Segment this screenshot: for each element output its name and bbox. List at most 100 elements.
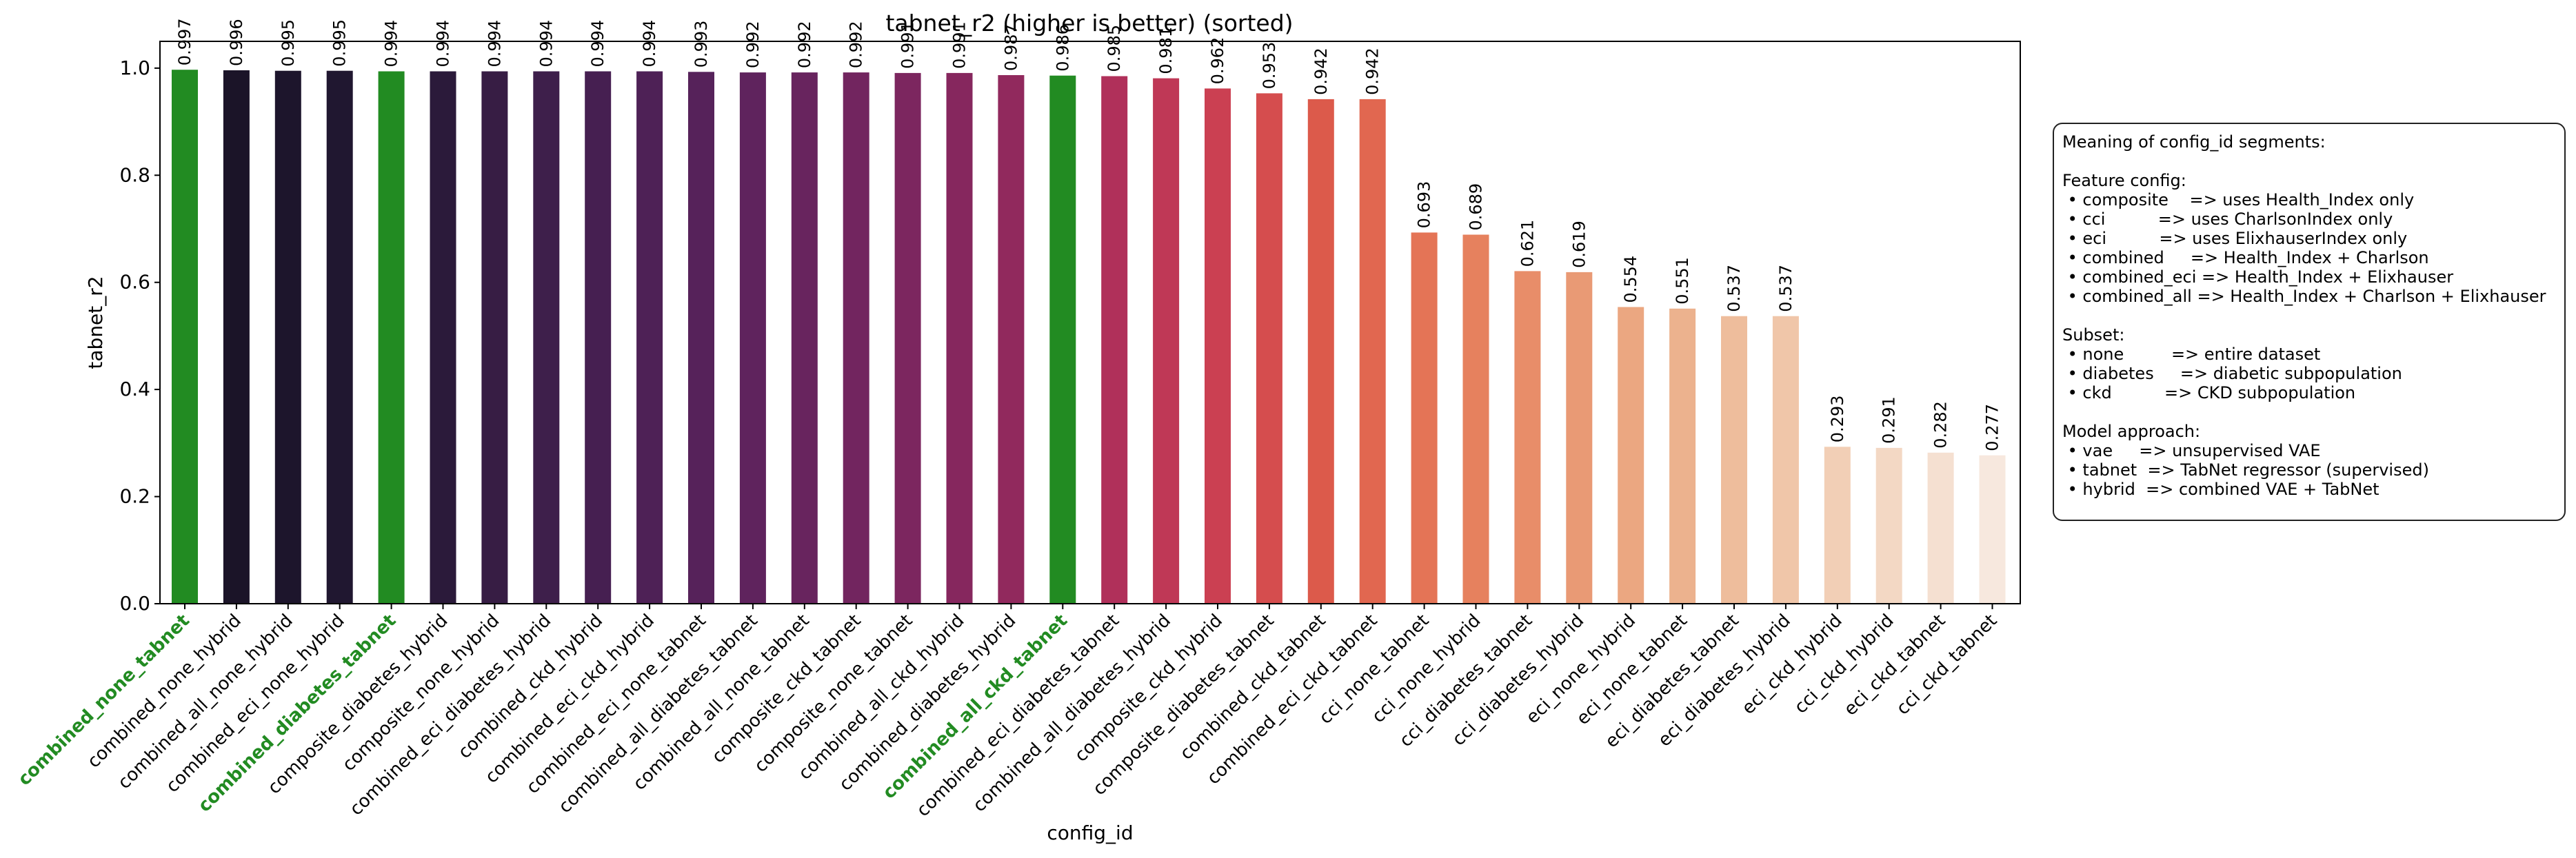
chart-title: tabnet_r2 (higher is better) (sorted)	[885, 10, 1293, 37]
bar-combined_all_ckd_hybrid	[946, 72, 973, 604]
legend-line: • hybrid => combined VAE + TabNet	[2062, 480, 2379, 499]
y-axis-label: tabnet_r2	[84, 276, 107, 369]
value-label: 0.992	[795, 21, 814, 68]
bar-cci_diabetes_tabnet	[1514, 271, 1541, 604]
bar-cci_none_tabnet	[1411, 232, 1438, 604]
bar-combined_diabetes_tabnet	[378, 71, 405, 604]
bar-combined_all_diabetes_hybrid	[1153, 78, 1180, 604]
legend-line: • tabnet => TabNet regressor (supervised…	[2062, 460, 2429, 480]
value-label: 0.282	[1931, 401, 1951, 449]
legend-line: • eci => uses ElixhauserIndex only	[2062, 229, 2408, 248]
bar-combined_eci_none_tabnet	[688, 72, 714, 604]
bar-eci_ckd_tabnet	[1927, 452, 1954, 604]
value-label: 0.991	[898, 21, 918, 69]
y-axis: 0.0 0.2 0.4 0.6 0.8 1.0	[119, 57, 160, 615]
value-label: 0.962	[1208, 37, 1227, 85]
legend-line: Subset:	[2062, 325, 2125, 345]
bar-combined_all_ckd_tabnet	[1049, 75, 1076, 604]
value-label: 0.985	[1105, 25, 1124, 72]
value-label: 0.293	[1828, 396, 1847, 443]
bar-combined_eci_ckd_hybrid	[636, 71, 663, 604]
legend-line: • combined => Health_Index + Charlson	[2062, 248, 2429, 267]
value-label: 0.992	[743, 21, 763, 68]
legend-line	[2062, 402, 2556, 422]
bar-combined_eci_diabetes_tabnet	[1101, 76, 1128, 604]
bar-cci_diabetes_hybrid	[1566, 272, 1593, 604]
value-label: 0.994	[536, 20, 556, 68]
value-label: 0.619	[1569, 221, 1589, 268]
legend-line: Model approach:	[2062, 422, 2201, 441]
value-label: 0.995	[279, 19, 298, 67]
bar-eci_diabetes_tabnet	[1721, 316, 1747, 604]
legend-line: • diabetes => diabetic subpopulation	[2062, 364, 2402, 383]
bar-combined_ckd_hybrid	[585, 71, 612, 604]
bar-combined_none_hybrid	[223, 70, 250, 604]
bar-combined_none_tabnet	[172, 70, 198, 604]
bar-composite_ckd_tabnet	[843, 72, 869, 604]
bar-eci_ckd_hybrid	[1824, 447, 1851, 604]
y-tick-label: 0.8	[119, 163, 150, 186]
legend-line: • none => entire dataset	[2062, 345, 2321, 364]
legend-line: • combined_eci => Health_Index + Elixhau…	[2062, 267, 2454, 287]
bar-combined_all_none_hybrid	[274, 70, 301, 604]
legend-text: Meaning of config_id segments: Feature co…	[2062, 132, 2556, 499]
legend-line: • vae => unsupervised VAE	[2062, 441, 2321, 460]
value-label: 0.991	[950, 21, 969, 69]
bar-cci_ckd_tabnet	[1979, 455, 2006, 604]
bar-combined_all_none_tabnet	[791, 72, 818, 604]
value-label: 0.277	[1983, 404, 2002, 451]
bar-cci_none_hybrid	[1462, 234, 1489, 604]
legend-line: Feature config:	[2062, 171, 2186, 190]
y-tick-label: 0.0	[119, 592, 150, 615]
value-label: 0.993	[692, 21, 711, 68]
value-label: 0.981	[1156, 27, 1176, 74]
config-legend-box: Meaning of config_id segments: Feature co…	[2053, 123, 2566, 521]
bar-composite_diabetes_hybrid	[430, 71, 456, 604]
legend-line	[2062, 306, 2556, 325]
value-label: 0.291	[1880, 396, 1899, 444]
value-label: 0.953	[1260, 42, 1279, 90]
value-label: 0.992	[847, 21, 866, 68]
value-label: 0.996	[227, 19, 246, 66]
value-label: 0.994	[434, 20, 453, 68]
bar-composite_diabetes_tabnet	[1256, 93, 1282, 604]
bar-eci_diabetes_hybrid	[1772, 316, 1799, 604]
legend-line	[2062, 152, 2556, 171]
y-tick-label: 0.2	[119, 485, 150, 508]
value-label: 0.994	[640, 20, 659, 68]
value-label: 0.994	[382, 20, 401, 68]
x-axis-label: config_id	[1047, 821, 1133, 844]
bar-combined_eci_none_hybrid	[326, 70, 353, 604]
value-label: 0.994	[588, 20, 607, 68]
bar-cci_ckd_hybrid	[1875, 447, 1902, 604]
bar-combined_eci_diabetes_hybrid	[533, 71, 560, 604]
bar-combined_ckd_tabnet	[1307, 99, 1334, 604]
value-label: 0.537	[1724, 265, 1744, 312]
value-label: 0.621	[1518, 220, 1537, 267]
value-label: 0.995	[330, 19, 350, 67]
bar-eci_none_hybrid	[1618, 307, 1644, 604]
value-labels-layer: 0.997 0.996 0.995 0.995 0.994 0.994 0.994 0.994…	[175, 18, 2002, 451]
bar-combined_eci_ckd_tabnet	[1359, 99, 1386, 604]
y-tick-label: 1.0	[119, 57, 150, 79]
x-tick-label: combined_all_ckd_tabnet	[879, 611, 1072, 804]
bar-eci_none_tabnet	[1669, 308, 1696, 604]
legend-line: • combined_all => Health_Index + Charlso…	[2062, 287, 2546, 306]
value-label: 0.551	[1673, 257, 1692, 305]
legend-line: • composite => uses Health_Index only	[2062, 190, 2415, 210]
legend-line: • cci => uses CharlsonIndex only	[2062, 210, 2393, 229]
y-tick-label: 0.4	[119, 378, 150, 400]
x-tick-labels: combined_none_tabnetcombined_none_hybrid…	[14, 604, 2001, 821]
value-label: 0.537	[1776, 265, 1795, 312]
value-label: 0.986	[1053, 24, 1072, 72]
value-label: 0.693	[1415, 181, 1434, 229]
value-label: 0.942	[1311, 48, 1331, 95]
bar-combined_all_diabetes_tabnet	[739, 72, 766, 604]
legend-line: Meaning of config_id segments:	[2062, 132, 2326, 152]
plot-frame	[159, 41, 2021, 604]
value-label: 0.987	[1001, 23, 1020, 71]
value-label: 0.994	[485, 20, 504, 68]
bars-layer	[172, 70, 2006, 604]
value-label: 0.554	[1621, 256, 1640, 303]
